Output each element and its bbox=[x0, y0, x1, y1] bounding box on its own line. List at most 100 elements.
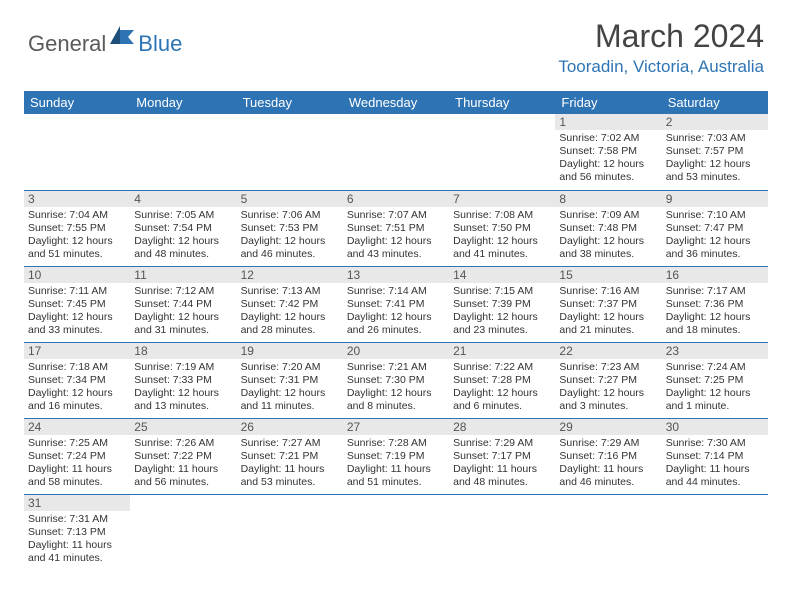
calendar-cell bbox=[24, 114, 130, 190]
sunset-text: Sunset: 7:54 PM bbox=[134, 222, 232, 235]
sunset-text: Sunset: 7:55 PM bbox=[28, 222, 126, 235]
day-header: Monday bbox=[130, 91, 236, 114]
day-number: 24 bbox=[24, 419, 130, 435]
daylight-text: Daylight: 12 hours and 48 minutes. bbox=[134, 235, 232, 261]
sunset-text: Sunset: 7:37 PM bbox=[559, 298, 657, 311]
day-number: 3 bbox=[24, 191, 130, 207]
day-number: 6 bbox=[343, 191, 449, 207]
calendar-cell: 25Sunrise: 7:26 AMSunset: 7:22 PMDayligh… bbox=[130, 418, 236, 494]
day-header: Thursday bbox=[449, 91, 555, 114]
daylight-text: Daylight: 12 hours and 21 minutes. bbox=[559, 311, 657, 337]
sunrise-text: Sunrise: 7:22 AM bbox=[453, 361, 551, 374]
day-number: 7 bbox=[449, 191, 555, 207]
day-number: 20 bbox=[343, 343, 449, 359]
calendar-cell: 14Sunrise: 7:15 AMSunset: 7:39 PMDayligh… bbox=[449, 266, 555, 342]
sunrise-text: Sunrise: 7:06 AM bbox=[241, 209, 339, 222]
day-number: 8 bbox=[555, 191, 661, 207]
calendar-cell: 24Sunrise: 7:25 AMSunset: 7:24 PMDayligh… bbox=[24, 418, 130, 494]
day-number: 21 bbox=[449, 343, 555, 359]
logo: General Blue bbox=[28, 26, 182, 61]
day-number: 4 bbox=[130, 191, 236, 207]
daylight-text: Daylight: 12 hours and 31 minutes. bbox=[134, 311, 232, 337]
calendar-cell: 13Sunrise: 7:14 AMSunset: 7:41 PMDayligh… bbox=[343, 266, 449, 342]
calendar-cell: 11Sunrise: 7:12 AMSunset: 7:44 PMDayligh… bbox=[130, 266, 236, 342]
day-details: Sunrise: 7:23 AMSunset: 7:27 PMDaylight:… bbox=[555, 359, 661, 417]
daylight-text: Daylight: 12 hours and 51 minutes. bbox=[28, 235, 126, 261]
day-details: Sunrise: 7:26 AMSunset: 7:22 PMDaylight:… bbox=[130, 435, 236, 493]
calendar-cell bbox=[237, 114, 343, 190]
calendar-cell bbox=[130, 494, 236, 570]
sunrise-text: Sunrise: 7:29 AM bbox=[453, 437, 551, 450]
sunset-text: Sunset: 7:50 PM bbox=[453, 222, 551, 235]
calendar-row: 1Sunrise: 7:02 AMSunset: 7:58 PMDaylight… bbox=[24, 114, 768, 190]
daylight-text: Daylight: 12 hours and 36 minutes. bbox=[666, 235, 764, 261]
sunset-text: Sunset: 7:22 PM bbox=[134, 450, 232, 463]
sunset-text: Sunset: 7:36 PM bbox=[666, 298, 764, 311]
daylight-text: Daylight: 12 hours and 23 minutes. bbox=[453, 311, 551, 337]
logo-text-blue: Blue bbox=[138, 31, 182, 57]
calendar-cell: 21 Sunrise: 7:22 AMSunset: 7:28 PMDayligh… bbox=[449, 342, 555, 418]
flag-icon bbox=[110, 26, 136, 49]
day-number: 19 bbox=[237, 343, 343, 359]
daylight-text: Daylight: 12 hours and 6 minutes. bbox=[453, 387, 551, 413]
sunrise-text: Sunrise: 7:03 AM bbox=[666, 132, 764, 145]
day-header: Tuesday bbox=[237, 91, 343, 114]
sunset-text: Sunset: 7:24 PM bbox=[28, 450, 126, 463]
calendar-cell bbox=[343, 494, 449, 570]
sunset-text: Sunset: 7:28 PM bbox=[453, 374, 551, 387]
sunset-text: Sunset: 7:51 PM bbox=[347, 222, 445, 235]
sunrise-text: Sunrise: 7:19 AM bbox=[134, 361, 232, 374]
daylight-text: Daylight: 12 hours and 26 minutes. bbox=[347, 311, 445, 337]
sunrise-text: Sunrise: 7:16 AM bbox=[559, 285, 657, 298]
calendar-row: 10Sunrise: 7:11 AMSunset: 7:45 PMDayligh… bbox=[24, 266, 768, 342]
sunrise-text: Sunrise: 7:20 AM bbox=[241, 361, 339, 374]
day-header: Wednesday bbox=[343, 91, 449, 114]
header: General Blue March 2024 Tooradin, Victor… bbox=[0, 0, 792, 85]
calendar-cell: 6Sunrise: 7:07 AMSunset: 7:51 PMDaylight… bbox=[343, 190, 449, 266]
sunrise-text: Sunrise: 7:09 AM bbox=[559, 209, 657, 222]
calendar-cell: 20Sunrise: 7:21 AMSunset: 7:30 PMDayligh… bbox=[343, 342, 449, 418]
day-details: Sunrise: 7:09 AMSunset: 7:48 PMDaylight:… bbox=[555, 207, 661, 265]
sunrise-text: Sunrise: 7:23 AM bbox=[559, 361, 657, 374]
daylight-text: Daylight: 12 hours and 43 minutes. bbox=[347, 235, 445, 261]
daylight-text: Daylight: 11 hours and 41 minutes. bbox=[28, 539, 126, 565]
sunset-text: Sunset: 7:53 PM bbox=[241, 222, 339, 235]
daylight-text: Daylight: 12 hours and 16 minutes. bbox=[28, 387, 126, 413]
day-number: 17 bbox=[24, 343, 130, 359]
sunrise-text: Sunrise: 7:29 AM bbox=[559, 437, 657, 450]
day-number: 18 bbox=[130, 343, 236, 359]
daylight-text: Daylight: 11 hours and 56 minutes. bbox=[134, 463, 232, 489]
sunrise-text: Sunrise: 7:04 AM bbox=[28, 209, 126, 222]
day-details: Sunrise: 7:05 AMSunset: 7:54 PMDaylight:… bbox=[130, 207, 236, 265]
day-number: 1 bbox=[555, 114, 661, 130]
calendar-cell bbox=[130, 114, 236, 190]
day-number: 27 bbox=[343, 419, 449, 435]
sunset-text: Sunset: 7:34 PM bbox=[28, 374, 126, 387]
calendar-cell: 10Sunrise: 7:11 AMSunset: 7:45 PMDayligh… bbox=[24, 266, 130, 342]
daylight-text: Daylight: 12 hours and 11 minutes. bbox=[241, 387, 339, 413]
calendar-cell: 12Sunrise: 7:13 AMSunset: 7:42 PMDayligh… bbox=[237, 266, 343, 342]
day-details: Sunrise: 7:25 AMSunset: 7:24 PMDaylight:… bbox=[24, 435, 130, 493]
daylight-text: Daylight: 12 hours and 3 minutes. bbox=[559, 387, 657, 413]
sunrise-text: Sunrise: 7:10 AM bbox=[666, 209, 764, 222]
day-details: Sunrise: 7:13 AMSunset: 7:42 PMDaylight:… bbox=[237, 283, 343, 341]
day-details: Sunrise: 7:15 AMSunset: 7:39 PMDaylight:… bbox=[449, 283, 555, 341]
sunrise-text: Sunrise: 7:15 AM bbox=[453, 285, 551, 298]
day-number: 15 bbox=[555, 267, 661, 283]
day-details: Sunrise: 7:29 AMSunset: 7:17 PMDaylight:… bbox=[449, 435, 555, 493]
sunrise-text: Sunrise: 7:21 AM bbox=[347, 361, 445, 374]
sunset-text: Sunset: 7:31 PM bbox=[241, 374, 339, 387]
sunrise-text: Sunrise: 7:30 AM bbox=[666, 437, 764, 450]
day-details: Sunrise: 7:29 AMSunset: 7:16 PMDaylight:… bbox=[555, 435, 661, 493]
day-number: 14 bbox=[449, 267, 555, 283]
calendar-cell bbox=[555, 494, 661, 570]
calendar-cell: 23Sunrise: 7:24 AMSunset: 7:25 PMDayligh… bbox=[662, 342, 768, 418]
sunset-text: Sunset: 7:14 PM bbox=[666, 450, 764, 463]
daylight-text: Daylight: 12 hours and 41 minutes. bbox=[453, 235, 551, 261]
sunset-text: Sunset: 7:19 PM bbox=[347, 450, 445, 463]
calendar-cell bbox=[449, 114, 555, 190]
sunset-text: Sunset: 7:57 PM bbox=[666, 145, 764, 158]
day-number: 30 bbox=[662, 419, 768, 435]
day-number: 9 bbox=[662, 191, 768, 207]
sunset-text: Sunset: 7:33 PM bbox=[134, 374, 232, 387]
